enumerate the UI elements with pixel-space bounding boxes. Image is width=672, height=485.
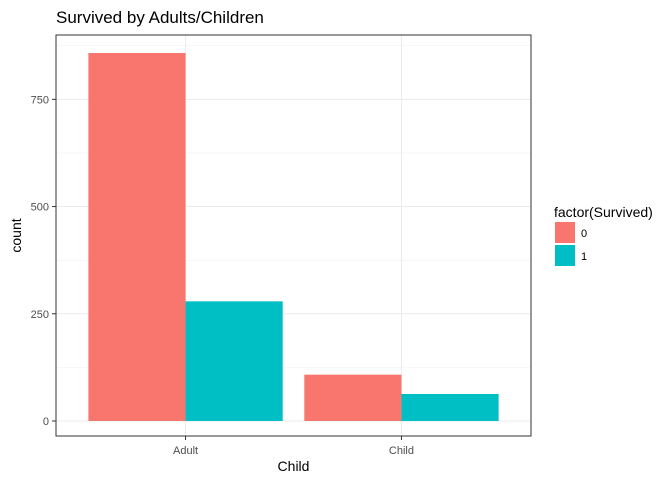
legend-key-0 bbox=[555, 222, 575, 243]
y-axis-title: count bbox=[8, 218, 24, 252]
x-axis: Adult Child bbox=[173, 436, 414, 457]
bar-child-survived-1 bbox=[401, 393, 499, 421]
y-tick-label: 500 bbox=[31, 202, 49, 214]
plot-border bbox=[55, 34, 532, 437]
legend-label: 1 bbox=[581, 251, 587, 263]
x-tick-label: Child bbox=[389, 445, 414, 457]
y-tick-label: 0 bbox=[43, 416, 49, 428]
bar-adult-survived-0 bbox=[88, 53, 186, 421]
bar-child-survived-0 bbox=[304, 374, 402, 421]
x-axis-title: Child bbox=[278, 458, 310, 474]
bar-adult-survived-1 bbox=[185, 301, 283, 421]
legend-label: 0 bbox=[581, 228, 587, 240]
legend-key-1 bbox=[555, 245, 575, 266]
legend-title: factor(Survived) bbox=[554, 204, 653, 220]
y-tick-label: 750 bbox=[31, 94, 49, 106]
x-tick-label: Adult bbox=[173, 445, 198, 457]
legend: factor(Survived) 0 1 bbox=[554, 204, 653, 266]
bars bbox=[88, 53, 499, 421]
chart-title: Survived by Adults/Children bbox=[56, 8, 264, 27]
y-tick-label: 250 bbox=[31, 309, 49, 321]
y-axis: 0 250 500 750 bbox=[31, 94, 56, 428]
